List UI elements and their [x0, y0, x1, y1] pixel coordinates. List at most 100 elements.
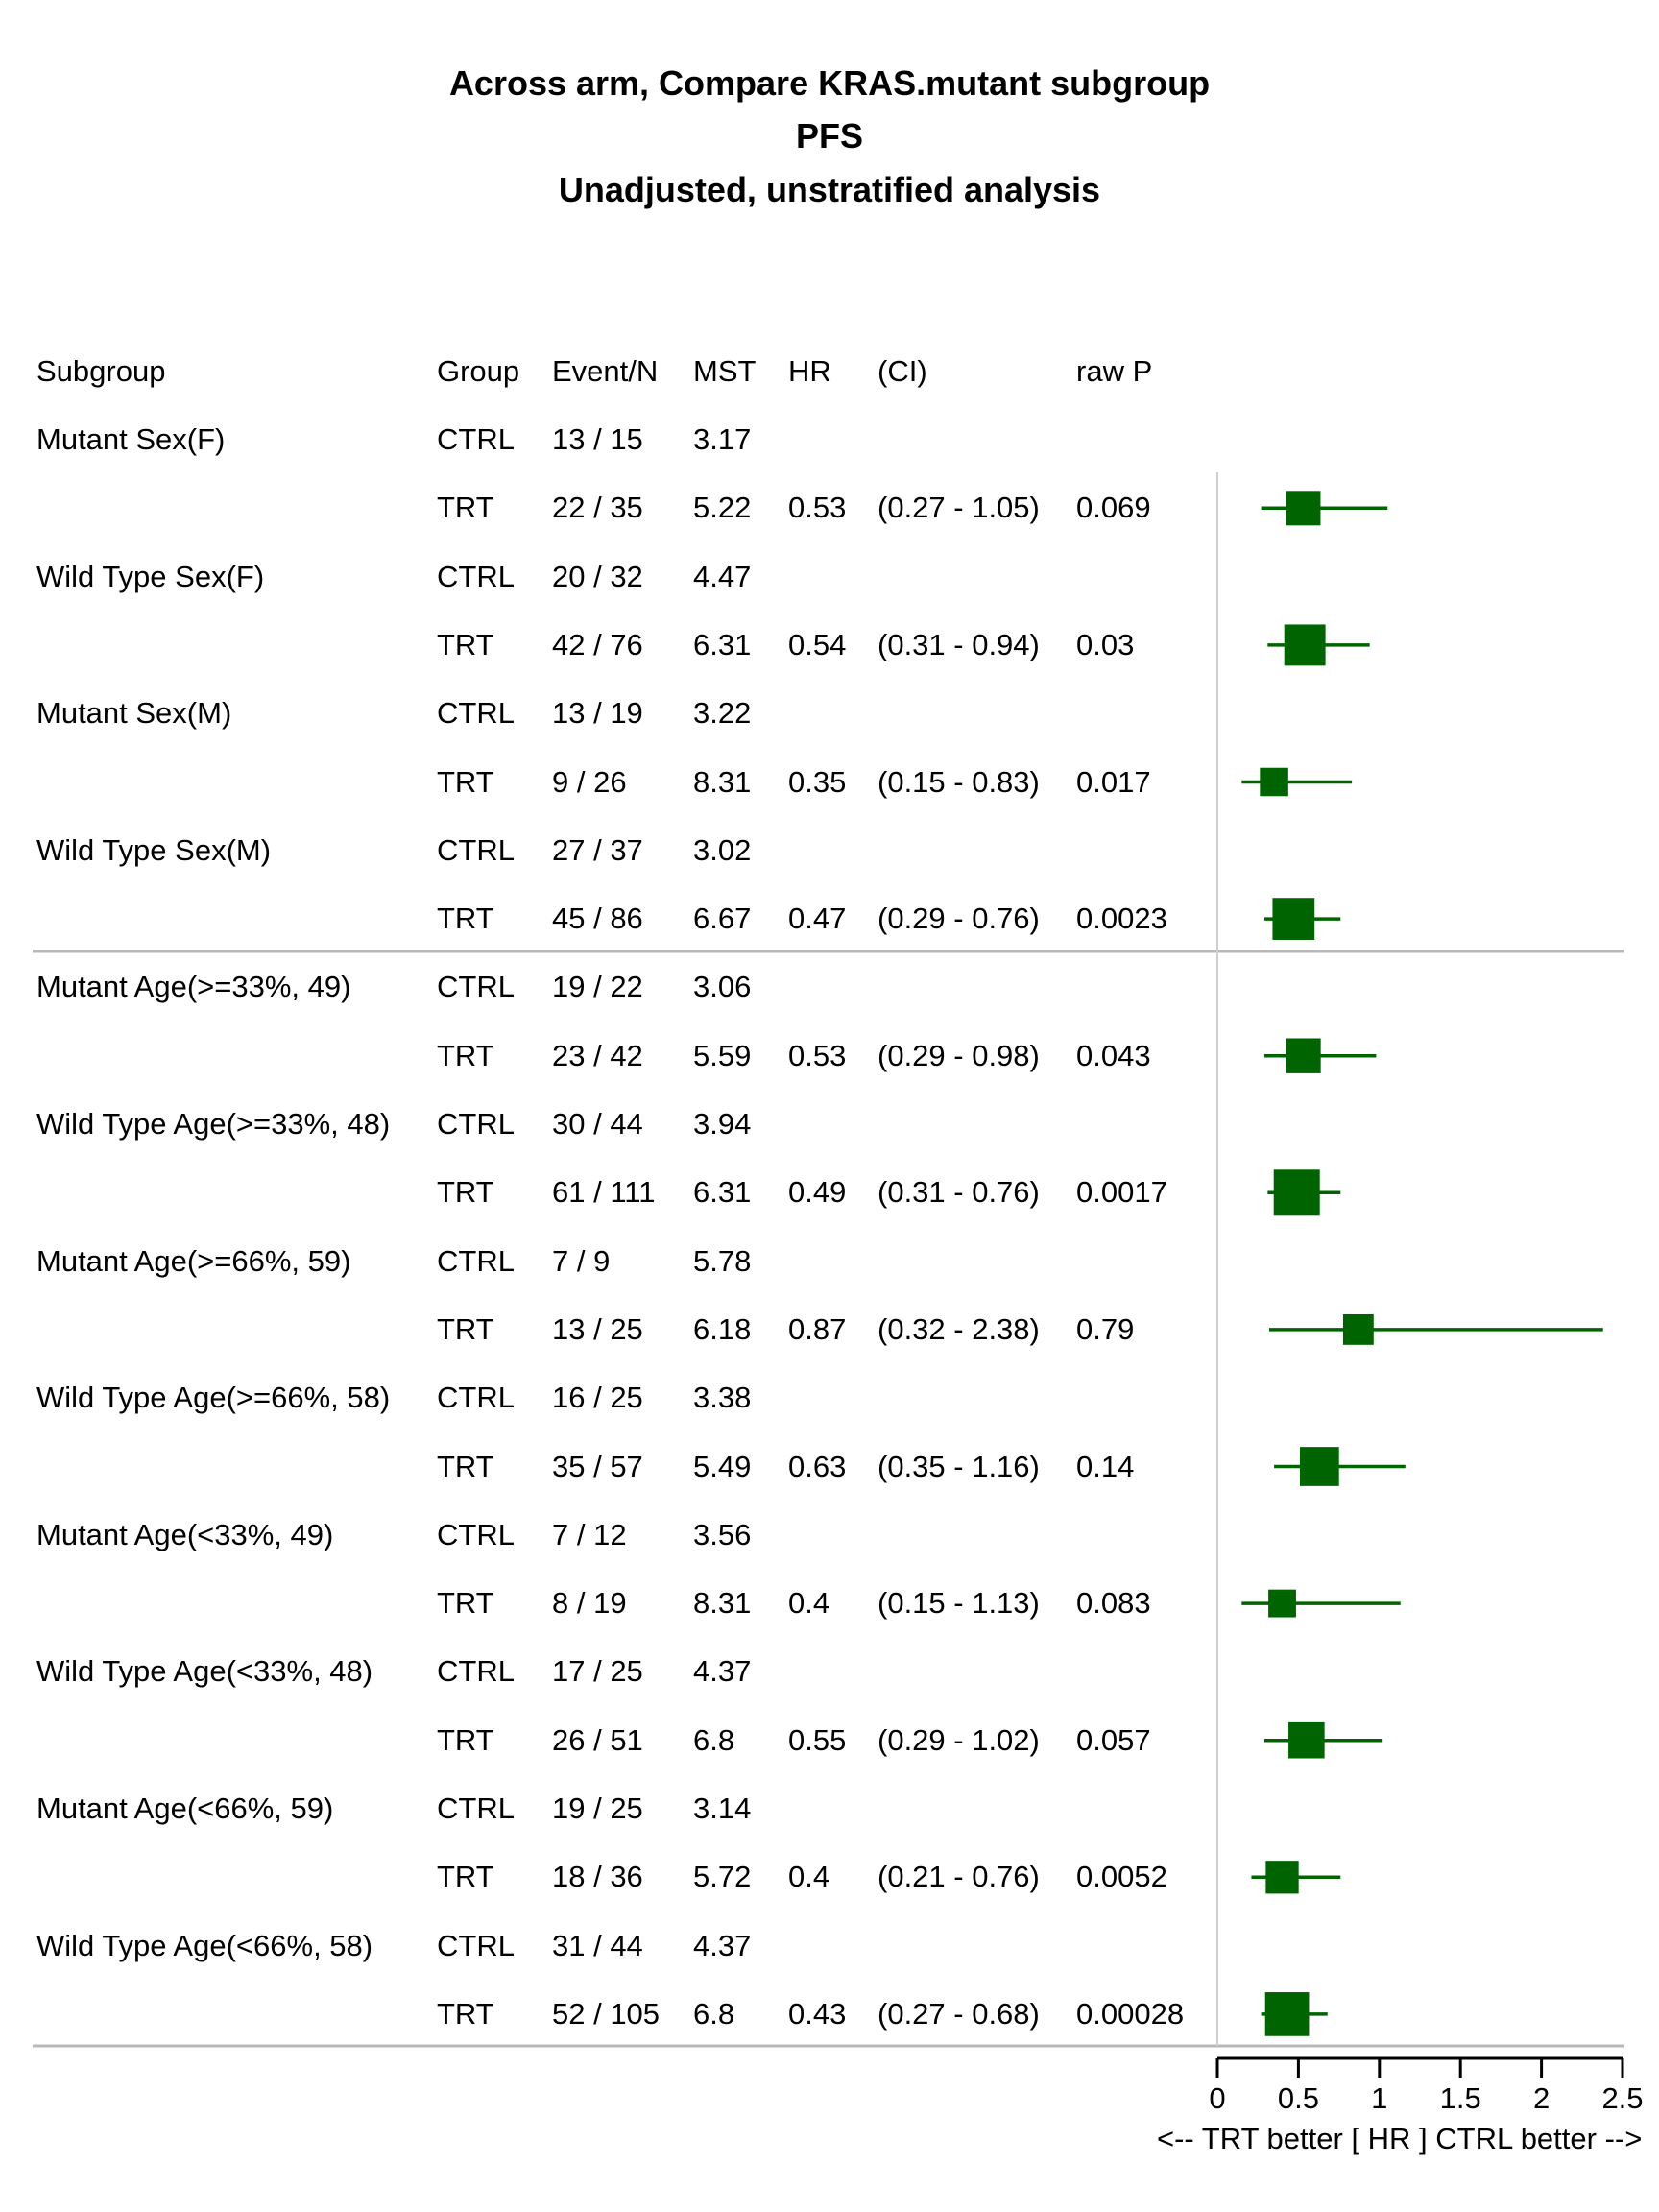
table-cell-event-n: 23 / 42: [552, 1038, 643, 1072]
table-cell-event-n: 17 / 25: [552, 1654, 643, 1689]
table-cell-group: CTRL: [437, 1107, 515, 1141]
table-cell-group: TRT: [437, 491, 494, 525]
table-cell-mst: 4.37: [693, 1654, 752, 1689]
hr-point-box: [1284, 624, 1326, 666]
table-cell-subgroup: Wild Type Age(<66%, 58): [36, 1928, 373, 1962]
table-cell-subgroup: Mutant Age(>=33%, 49): [36, 970, 351, 1004]
table-cell-hr: 0.55: [788, 1722, 847, 1757]
table-cell-mst: 3.94: [693, 1107, 752, 1141]
table-cell-hr: 0.54: [788, 627, 847, 661]
table-cell-raw-p: 0.0023: [1076, 902, 1167, 936]
table-cell-ci: (0.27 - 1.05): [878, 491, 1040, 525]
table-cell-event-n: 8 / 19: [552, 1586, 627, 1621]
table-cell-ci: (0.29 - 0.76): [878, 902, 1040, 936]
table-cell-raw-p: 0.0017: [1076, 1175, 1167, 1210]
table-cell-hr: 0.47: [788, 902, 847, 936]
table-cell-event-n: 7 / 12: [552, 1517, 627, 1551]
table-cell-ci: (0.29 - 0.98): [878, 1038, 1040, 1072]
table-cell-subgroup: Mutant Age(<66%, 59): [36, 1791, 334, 1825]
table-cell-raw-p: 0.14: [1076, 1449, 1135, 1483]
table-cell-event-n: 22 / 35: [552, 491, 643, 525]
table-cell-event-n: 45 / 86: [552, 902, 643, 936]
table-cell-mst: 6.18: [693, 1311, 752, 1346]
table-cell-ci: (0.35 - 1.16): [878, 1449, 1040, 1483]
table-cell-group: TRT: [437, 627, 494, 661]
table-cell-ci: (0.21 - 0.76): [878, 1860, 1040, 1894]
hr-point-box: [1299, 1447, 1339, 1486]
chart-title-line-1: Across arm, Compare KRAS.mutant subgroup: [448, 63, 1211, 103]
table-cell-event-n: 9 / 26: [552, 764, 627, 799]
table-cell-group: CTRL: [437, 1791, 515, 1825]
table-cell-event-n: 27 / 37: [552, 832, 643, 867]
hr-point-box: [1286, 1038, 1321, 1073]
table-cell-group: TRT: [437, 1722, 494, 1757]
table-cell-raw-p: 0.069: [1076, 491, 1151, 525]
column-header-ci: (CI): [878, 354, 927, 388]
table-cell-mst: 3.17: [693, 422, 752, 456]
chart-title-line-3: Unadjusted, unstratified analysis: [558, 170, 1101, 209]
table-cell-group: TRT: [437, 1586, 494, 1621]
table-cell-mst: 6.8: [693, 1996, 735, 2031]
table-cell-mst: 3.02: [693, 832, 752, 867]
table-cell-mst: 3.06: [693, 970, 752, 1004]
column-header-group: Group: [437, 354, 520, 388]
table-cell-event-n: 13 / 19: [552, 696, 643, 731]
table-cell-event-n: 52 / 105: [552, 1996, 661, 2031]
table-cell-ci: (0.31 - 0.76): [878, 1175, 1040, 1210]
table-cell-raw-p: 0.043: [1076, 1038, 1151, 1072]
table-cell-hr: 0.63: [788, 1449, 847, 1483]
table-cell-mst: 8.31: [693, 1586, 752, 1621]
hr-point-box: [1273, 1169, 1320, 1216]
x-tick-label: 2.5: [1601, 2081, 1643, 2115]
table-cell-group: CTRL: [437, 422, 515, 456]
table-cell-mst: 6.31: [693, 1175, 752, 1210]
table-cell-raw-p: 0.017: [1076, 764, 1151, 799]
table-cell-mst: 5.22: [693, 491, 752, 525]
table-cell-group: CTRL: [437, 832, 515, 867]
x-tick-label: 1: [1371, 2081, 1387, 2115]
table-cell-ci: (0.15 - 0.83): [878, 764, 1040, 799]
table-cell-mst: 3.22: [693, 696, 752, 731]
hr-point-box: [1268, 1589, 1296, 1618]
table-cell-hr: 0.4: [788, 1586, 830, 1621]
table-cell-event-n: 30 / 44: [552, 1107, 643, 1141]
table-cell-event-n: 16 / 25: [552, 1381, 643, 1415]
column-header-event-n: Event/N: [552, 354, 659, 388]
table-cell-mst: 6.8: [693, 1722, 735, 1757]
table-cell-hr: 0.53: [788, 491, 847, 525]
table-cell-group: CTRL: [437, 1654, 515, 1689]
table-cell-mst: 5.72: [693, 1860, 752, 1894]
x-tick-label: 0: [1209, 2081, 1225, 2115]
table-cell-event-n: 19 / 25: [552, 1791, 643, 1825]
table-cell-mst: 4.37: [693, 1928, 752, 1962]
table-cell-group: TRT: [437, 1996, 494, 2031]
x-axis-label: <-- TRT better [ HR ] CTRL better -->: [1157, 2122, 1642, 2155]
table-cell-raw-p: 0.083: [1076, 1586, 1151, 1621]
table-cell-raw-p: 0.0052: [1076, 1860, 1167, 1894]
table-cell-subgroup: Wild Type Age(>=33%, 48): [36, 1107, 391, 1141]
table-cell-ci: (0.31 - 0.94): [878, 627, 1040, 661]
table-cell-event-n: 13 / 25: [552, 1311, 643, 1346]
table-cell-group: CTRL: [437, 1928, 515, 1962]
table-cell-mst: 3.56: [693, 1517, 752, 1551]
chart-title-line-2: PFS: [795, 116, 863, 156]
table-cell-group: TRT: [437, 1449, 494, 1483]
table-cell-hr: 0.49: [788, 1175, 847, 1210]
table-cell-subgroup: Mutant Age(<33%, 49): [36, 1517, 334, 1551]
table-cell-ci: (0.27 - 0.68): [878, 1996, 1040, 2031]
hr-point-box: [1260, 767, 1288, 797]
table-cell-subgroup: Mutant Sex(M): [36, 696, 232, 731]
table-cell-event-n: 19 / 22: [552, 970, 643, 1004]
table-cell-event-n: 20 / 32: [552, 559, 643, 593]
table-cell-group: TRT: [437, 902, 494, 936]
table-cell-group: CTRL: [437, 1381, 515, 1415]
table-cell-hr: 0.35: [788, 764, 847, 799]
table-cell-mst: 5.49: [693, 1449, 752, 1483]
table-cell-ci: (0.15 - 1.13): [878, 1586, 1040, 1621]
hr-point-box: [1265, 1861, 1299, 1894]
column-header-raw-p: raw P: [1076, 354, 1153, 388]
table-cell-subgroup: Wild Type Sex(F): [36, 559, 265, 593]
hr-point-box: [1286, 491, 1321, 526]
